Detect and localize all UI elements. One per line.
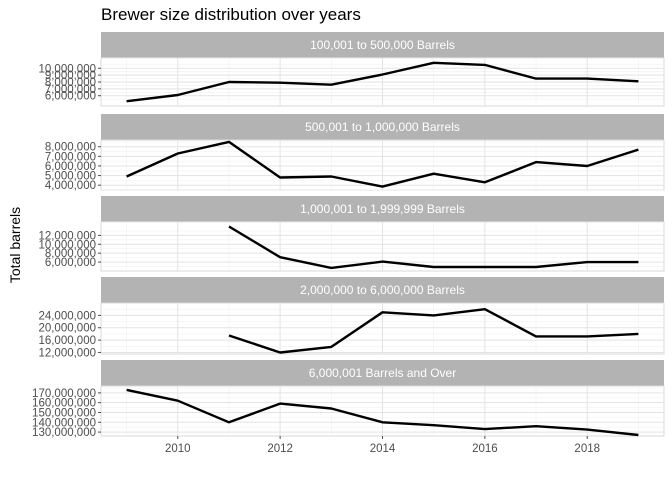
x-tick-label: 2012 bbox=[267, 443, 293, 455]
series-line bbox=[228, 308, 639, 354]
facet-panel: 500,001 to 1,000,000 Barrels 4,000,0005,0… bbox=[45, 114, 665, 192]
facet-strip-label: 2,000,000 to 6,000,000 Barrels bbox=[300, 283, 465, 297]
y-axis-title: Total barrels bbox=[7, 207, 23, 283]
series-line bbox=[126, 61, 639, 103]
y-tick-label: 12,000,000 bbox=[38, 230, 96, 242]
facet-strip-label: 500,001 to 1,000,000 Barrels bbox=[305, 120, 460, 134]
y-tick-label: 6,000,000 bbox=[45, 161, 96, 173]
y-tick-label: 7,000,000 bbox=[45, 84, 96, 96]
y-tick-label: 12,000,000 bbox=[38, 347, 96, 359]
x-tick-label: 2014 bbox=[370, 443, 396, 455]
x-tick-label: 2016 bbox=[472, 443, 498, 455]
y-tick-label: 160,000,000 bbox=[32, 398, 96, 410]
chart-title: Brewer size distribution over years bbox=[101, 5, 361, 24]
y-tick-label: 10,000,000 bbox=[38, 239, 96, 251]
facet-strip bbox=[101, 277, 664, 303]
y-tick-label: 10,000,000 bbox=[38, 63, 96, 75]
facet-panel: 1,000,001 to 1,999,999 Barrels 6,000,0008… bbox=[38, 196, 665, 272]
facet-strip bbox=[101, 114, 664, 140]
y-tick-label: 140,000,000 bbox=[32, 417, 96, 429]
x-tick-label: 2018 bbox=[574, 443, 600, 455]
x-tick-label: 2010 bbox=[165, 443, 191, 455]
y-tick-label: 5,000,000 bbox=[45, 171, 96, 183]
facet-strip-label: 6,000,001 Barrels and Over bbox=[309, 366, 456, 380]
y-tick-label: 7,000,000 bbox=[45, 151, 96, 163]
y-tick-label: 6,000,000 bbox=[45, 91, 96, 103]
y-tick-label: 24,000,000 bbox=[38, 310, 96, 322]
facet-strip bbox=[101, 32, 664, 58]
y-tick-label: 8,000,000 bbox=[45, 142, 96, 154]
facet-panel: 100,001 to 500,000 Barrels 6,000,0007,000… bbox=[38, 32, 665, 107]
facet-strip bbox=[101, 196, 664, 222]
series-line bbox=[126, 388, 639, 437]
y-tick-label: 8,000,000 bbox=[45, 248, 96, 260]
y-tick-label: 9,000,000 bbox=[45, 70, 96, 82]
y-tick-label: 6,000,000 bbox=[45, 257, 96, 269]
y-tick-label: 8,000,000 bbox=[45, 77, 96, 89]
facet-panel: 6,000,001 Barrels and Over 130,000,000140… bbox=[32, 360, 665, 455]
y-tick-label: 150,000,000 bbox=[32, 407, 96, 419]
y-tick-label: 170,000,000 bbox=[32, 388, 96, 400]
y-tick-label: 20,000,000 bbox=[38, 323, 96, 335]
facet-strip bbox=[101, 360, 664, 386]
y-tick-label: 130,000,000 bbox=[32, 427, 96, 439]
facet-strip-label: 100,001 to 500,000 Barrels bbox=[310, 38, 455, 52]
y-tick-label: 16,000,000 bbox=[38, 335, 96, 347]
series-line bbox=[228, 225, 639, 270]
y-tick-label: 4,000,000 bbox=[45, 180, 96, 192]
facet-strip-label: 1,000,001 to 1,999,999 Barrels bbox=[300, 202, 465, 216]
facet-panel: 2,000,000 to 6,000,000 Barrels 12,000,000… bbox=[38, 277, 665, 359]
series-line bbox=[126, 140, 639, 188]
